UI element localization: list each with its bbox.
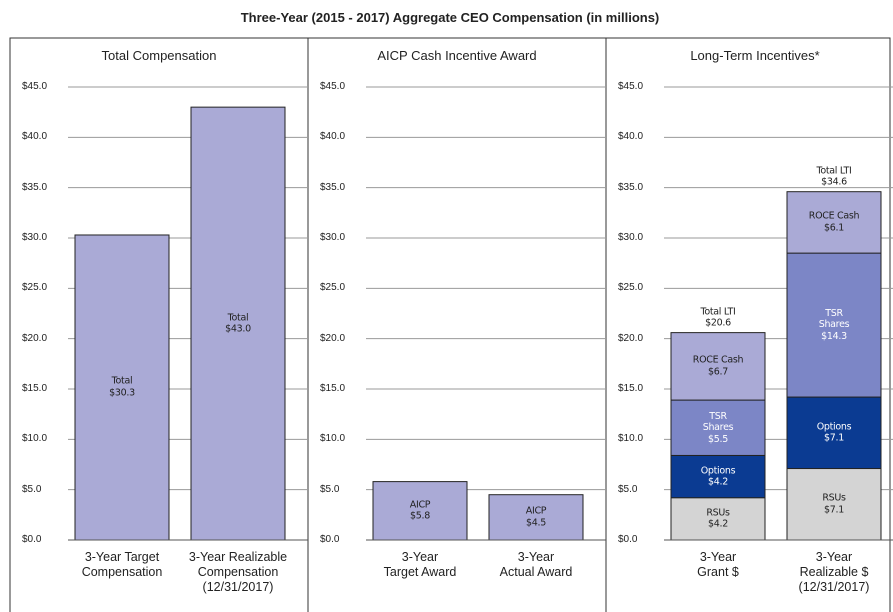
bar: [488, 494, 584, 541]
y-tick-label: $0.0: [320, 534, 340, 545]
y-tick-label: $5.0: [320, 483, 340, 495]
frame: [9, 37, 891, 612]
x-tick-label: 3-Year Actual Award: [499, 550, 573, 579]
y-tick-label: $10.0: [22, 433, 48, 445]
value-label: RSUs $4.2: [706, 507, 730, 530]
y-tick-label: $35.0: [320, 181, 346, 193]
bar-segment: [786, 396, 882, 470]
value-label: ROCE Cash $6.1: [808, 211, 860, 234]
value-label: Total $43.0: [225, 312, 251, 335]
value-label: Options $4.2: [700, 465, 736, 488]
y-tick-label: $10.0: [320, 433, 346, 445]
value-label: TSR Shares $14.3: [818, 307, 850, 342]
value-label: Total $30.3: [109, 376, 135, 399]
y-tick-label: $5.0: [618, 483, 638, 495]
panel-title: Long-Term Incentives*: [690, 48, 820, 64]
y-tick-label: $25.0: [320, 282, 346, 294]
value-label: ROCE Cash $6.7: [692, 354, 744, 378]
panel-title: AICP Cash Incentive Award: [377, 48, 537, 64]
y-tick-label: $45.0: [320, 81, 346, 92]
y-tick-label: $20.0: [22, 332, 48, 344]
bar-segment: [670, 332, 766, 401]
y-tick-label: $10.0: [618, 433, 644, 445]
y-tick-label: $30.0: [22, 232, 48, 243]
value-label: AICP $5.8: [409, 499, 431, 522]
x-tick-label: 3-Year Target Compensation: [81, 550, 163, 579]
x-tick-label: 3-Year Target Award: [383, 550, 457, 579]
bar: [74, 234, 170, 541]
bar-segment: [786, 252, 882, 398]
value-label: RSUs $7.1: [822, 492, 846, 516]
y-tick-label: $15.0: [22, 383, 48, 394]
y-tick-label: $5.0: [22, 483, 42, 495]
x-tick-label: 3-Year Realizable Compensation (12/31/20…: [188, 550, 288, 594]
bar-segment: [670, 399, 766, 456]
total-label: Total LTI $20.6: [700, 306, 736, 329]
x-tick-label: 3-Year Grant $: [697, 550, 739, 579]
bar: [190, 106, 286, 541]
y-tick-label: $45.0: [618, 81, 644, 92]
y-tick-label: $15.0: [618, 383, 644, 394]
panel-title: Total Compensation: [101, 48, 217, 64]
y-tick-label: $40.0: [22, 131, 48, 143]
y-tick-label: $40.0: [618, 131, 644, 143]
value-label: TSR Shares $5.5: [702, 410, 734, 445]
total-label: Total LTI $34.6: [816, 165, 852, 188]
y-tick-label: $45.0: [22, 81, 48, 92]
value-label: AICP $4.5: [525, 505, 547, 529]
bar-segment: [786, 191, 882, 254]
bar: [372, 481, 468, 541]
y-tick-label: $25.0: [618, 282, 644, 294]
y-tick-label: $35.0: [22, 181, 48, 193]
bar-segment: [786, 468, 882, 541]
y-tick-label: $35.0: [618, 181, 644, 193]
y-tick-label: $0.0: [618, 534, 638, 545]
y-tick-label: $20.0: [618, 332, 644, 344]
value-label: Options $7.1: [816, 421, 852, 444]
y-tick-label: $0.0: [22, 534, 42, 545]
bar-segment: [670, 454, 766, 499]
y-tick-label: $40.0: [320, 131, 346, 143]
y-tick-label: $25.0: [22, 282, 48, 294]
x-tick-label: 3-Year Realizable $ (12/31/2017): [798, 550, 870, 594]
y-tick-label: $20.0: [320, 332, 346, 344]
y-tick-label: $15.0: [320, 383, 346, 394]
chart-title: Three-Year (2015 - 2017) Aggregate CEO C…: [240, 10, 660, 26]
y-tick-label: $30.0: [618, 232, 644, 243]
y-tick-label: $30.0: [320, 232, 346, 243]
